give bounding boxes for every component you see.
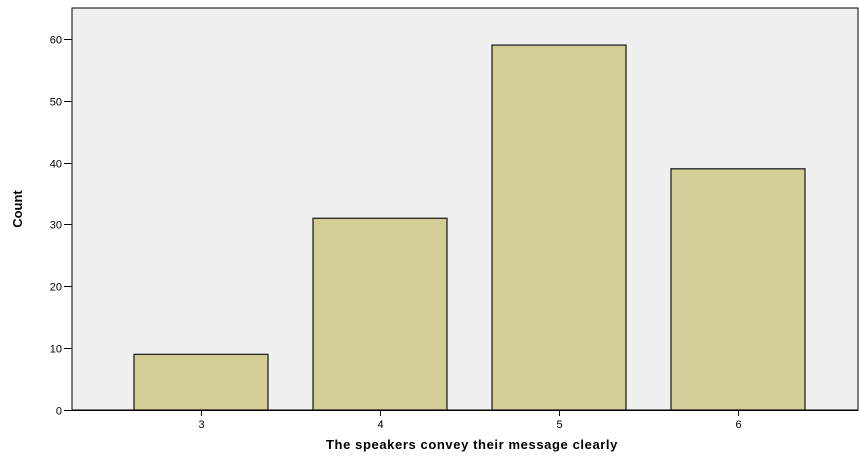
y-tick-label-30: 30 — [50, 220, 62, 232]
y-tick-label-10: 10 — [50, 344, 62, 356]
x-axis-title: The speakers convey their message clearl… — [326, 437, 618, 452]
y-tick-label-60: 60 — [50, 35, 62, 47]
bar-3 — [133, 353, 269, 411]
x-tick-label-3: 3 — [198, 419, 204, 431]
y-axis-title: Count — [10, 190, 25, 228]
bar-5 — [491, 44, 627, 411]
x-tick-label-6: 6 — [735, 419, 741, 431]
y-tick-label-40: 40 — [50, 159, 62, 171]
y-tick-label-0: 0 — [56, 406, 62, 418]
bar-6 — [670, 168, 806, 411]
x-tick-label-5: 5 — [556, 419, 562, 431]
bar-4 — [312, 217, 448, 411]
y-axis: 0 10 20 30 40 50 60 — [50, 8, 73, 418]
bars-group — [133, 44, 806, 411]
y-tick-label-50: 50 — [50, 97, 62, 109]
x-axis: 3 4 5 6 — [72, 410, 858, 431]
x-tick-label-4: 4 — [377, 419, 383, 431]
y-tick-label-20: 20 — [50, 282, 62, 294]
